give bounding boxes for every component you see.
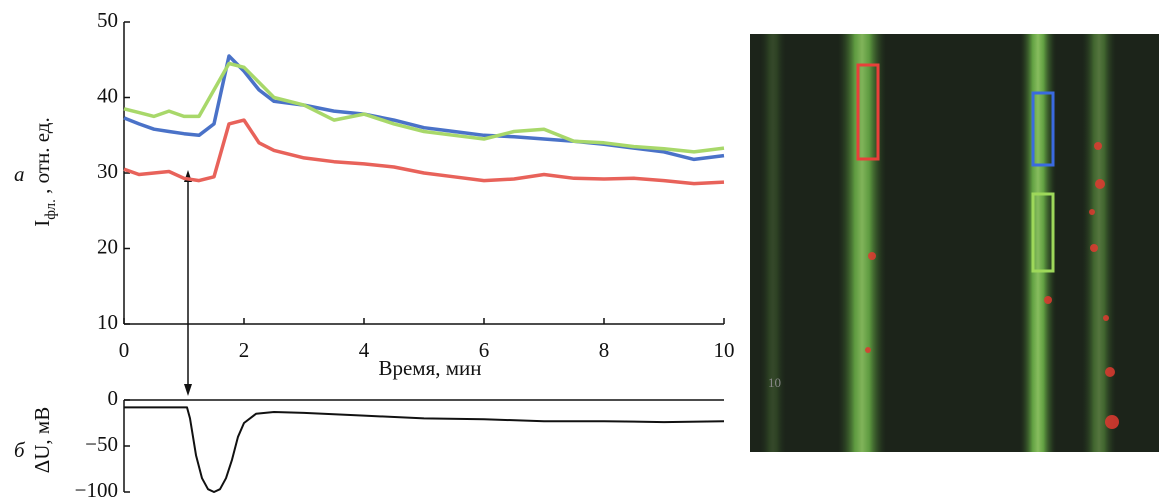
y-axis-label: ΔU, мВ [30,407,54,473]
y-tick-label: 40 [97,83,118,107]
x-tick-label: 10 [714,338,735,362]
x-tick-label: 0 [119,338,130,362]
data-line [123,118,725,186]
y-tick-label: 50 [97,8,118,32]
data-line [123,54,725,162]
y-label-main: I [30,220,54,227]
x-tick-label: 2 [239,338,250,362]
y-tick-label: 10 [97,310,118,334]
y-tick-label: 30 [97,159,118,183]
arrow [184,170,192,396]
image-label: 10 [768,375,781,390]
y-tick-label: 0 [108,386,119,410]
y-axis-label: Iфл. , отн. ед. [30,117,60,226]
y-tick-label: 20 [97,234,118,258]
x-axis-label: Время, мин [378,356,481,380]
panel-label: б [14,438,26,462]
x-tick-label: 8 [599,338,610,362]
data-line [123,61,725,154]
panel-label: а [14,162,25,186]
y-tick-label: −100 [75,478,118,502]
micrograph: 10 [750,34,1159,452]
x-tick-label: 4 [359,338,370,362]
y-label-rest: , отн. ед. [30,117,54,199]
y-label-sub: фл. [43,199,59,220]
y-tick-label: −50 [85,432,118,456]
x-tick-label: 6 [479,338,490,362]
data-line [124,406,725,493]
